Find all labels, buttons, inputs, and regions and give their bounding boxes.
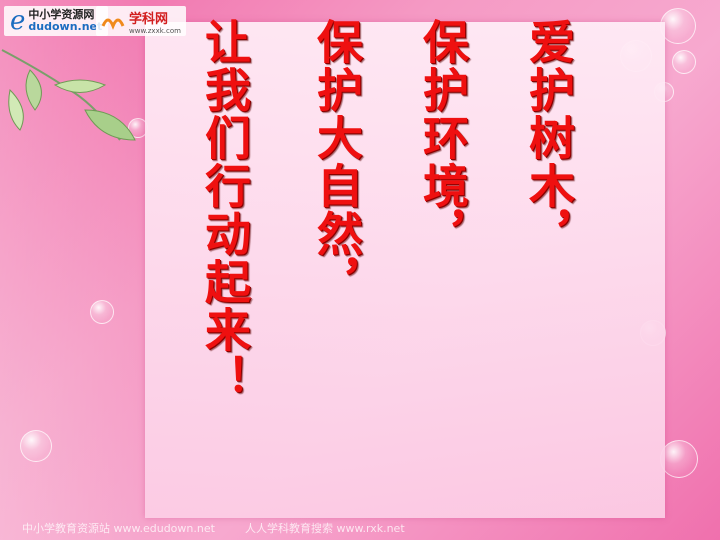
bubble-decoration [660, 8, 696, 44]
logo-line2: dudown.net [28, 20, 103, 33]
zxxk-logo[interactable]: 学科网 www.zxxk.com [96, 6, 186, 36]
content-panel [145, 22, 665, 518]
leaves-decoration [1, 49, 136, 141]
dudown-logo[interactable]: e 中小学资源网 dudown.net [4, 6, 109, 36]
footer-left: 中小学教育资源站 www.edudown.net [22, 522, 215, 535]
leaf-icon [25, 69, 42, 111]
poem-line-3: 保护大自然， [310, 18, 364, 306]
bubble-decoration [90, 300, 114, 324]
poem-line-2: 保护环境， [416, 18, 470, 258]
bubble-decoration [20, 430, 52, 462]
logo-line1: 中小学资源网 [28, 8, 95, 21]
e-logo-icon: e [10, 6, 26, 36]
bubble-decoration [672, 50, 696, 74]
footer-right: 人人学科教育搜索 www.rxk.net [245, 522, 405, 535]
leaf-icon [84, 109, 136, 141]
poem-line-4: 让我们行动起来！ [198, 18, 252, 402]
poem-line-1: 爱护树木， [522, 18, 576, 258]
bubble-decoration [660, 440, 698, 478]
zxxk-logo-icon [101, 18, 125, 30]
logo-url: www.zxxk.com [129, 26, 181, 35]
logo-name: 学科网 [129, 11, 169, 27]
leaf-icon [8, 88, 24, 131]
leaf-icon [53, 79, 107, 93]
